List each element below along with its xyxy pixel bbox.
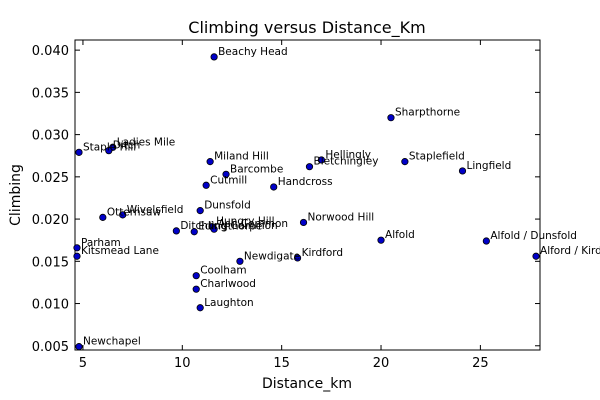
y-tick-label: 0.035 xyxy=(32,86,69,101)
y-tick-label: 0.005 xyxy=(32,340,69,355)
data-point xyxy=(482,237,490,245)
point-label: Otterhsaw xyxy=(107,206,162,218)
point-label: Edingthorpe xyxy=(198,221,262,233)
point-label: Dunsfold xyxy=(204,200,251,212)
data-point xyxy=(196,207,204,215)
point-label: Cutmill xyxy=(210,174,247,186)
point-label: Miland Hill xyxy=(214,151,269,163)
point-label: Laughton xyxy=(204,297,253,309)
data-point xyxy=(73,244,81,252)
data-point xyxy=(377,236,385,244)
data-point xyxy=(387,114,395,122)
point-label: Wivelsfield xyxy=(127,204,184,216)
data-point xyxy=(190,228,198,236)
data-point xyxy=(196,304,204,312)
point-label: Kirdford xyxy=(302,247,344,259)
y-tick-label: 0.030 xyxy=(32,129,69,144)
y-tick-label: 0.040 xyxy=(32,44,69,59)
plot-frame xyxy=(74,39,541,351)
point-label: Charlwood xyxy=(200,278,256,290)
point-label: Hellingly xyxy=(325,149,371,161)
data-point xyxy=(458,167,467,175)
data-point xyxy=(192,285,200,293)
data-point xyxy=(317,156,326,164)
y-tick-label: 0.015 xyxy=(32,255,69,270)
x-axis-label: Distance_km xyxy=(262,376,352,392)
x-tick-label: 15 xyxy=(273,356,290,371)
data-point xyxy=(73,252,81,260)
point-label: Bletchingley xyxy=(313,156,378,168)
chart-title: Climbing versus Distance_Km xyxy=(188,18,425,38)
x-axis: 5 10 15 20 25 xyxy=(79,40,489,371)
point-label: Handcross xyxy=(278,176,333,188)
data-point xyxy=(293,254,302,262)
data-point xyxy=(210,225,218,233)
data-point xyxy=(401,158,409,166)
point-label: Ladies Mile xyxy=(117,136,176,148)
y-tick-label: 0.010 xyxy=(32,298,69,313)
y-axis: 0.005 0.010 0.015 0.020 0.025 0.030 0.035 0.040 xyxy=(32,44,540,355)
point-label: Alfold xyxy=(385,229,415,241)
data-point xyxy=(299,218,308,227)
data-point xyxy=(222,170,230,178)
point-label: Ash Common xyxy=(218,218,288,230)
y-axis-label: Climbing xyxy=(8,164,24,226)
point-label: Newchapel xyxy=(83,336,141,348)
x-tick-label: 10 xyxy=(174,356,191,371)
point-label: Staple Hill xyxy=(83,141,136,153)
point-label: Alfold / Dunsfold xyxy=(490,230,577,242)
data-point xyxy=(192,272,200,280)
data-point xyxy=(202,181,210,189)
point-label: Beachy Head xyxy=(218,46,288,58)
y-tick-label: 0.020 xyxy=(32,213,69,228)
data-point xyxy=(206,158,214,166)
point-label: Kitsmead Lane xyxy=(81,245,159,257)
data-point xyxy=(172,227,180,235)
data-point xyxy=(305,163,314,171)
point-label: Hungry Hill xyxy=(216,216,274,228)
point-label: Barcombe xyxy=(230,163,283,175)
x-tick-label: 20 xyxy=(373,356,390,371)
data-point xyxy=(119,211,127,219)
point-label: Ditchling Common xyxy=(180,220,277,232)
y-tick-label: 0.025 xyxy=(32,171,69,186)
data-point xyxy=(105,147,113,155)
point-label: Lingfield xyxy=(467,160,512,172)
data-point xyxy=(99,213,107,221)
data-point xyxy=(532,252,540,260)
x-tick-label: 5 xyxy=(79,356,87,371)
point-label: Staplefield xyxy=(409,151,465,163)
point-label: Ditch xyxy=(113,140,141,152)
data-point xyxy=(270,183,278,191)
data-point xyxy=(236,257,244,265)
point-labels: Beachy Head Sharpthorne Staple HillLadies … xyxy=(81,46,600,348)
point-label: Coolham xyxy=(200,265,246,277)
x-tick-label: 25 xyxy=(472,356,489,371)
data-points xyxy=(73,53,540,351)
point-label: Newdigate xyxy=(244,250,300,262)
point-label: Parham xyxy=(81,237,121,249)
data-point xyxy=(75,148,83,156)
point-label: Norwood Hill xyxy=(308,211,375,223)
point-label: Sharpthorne xyxy=(395,107,460,119)
data-point xyxy=(75,343,83,351)
data-point xyxy=(210,53,218,61)
point-label: Alford / Kird xyxy=(540,245,600,257)
